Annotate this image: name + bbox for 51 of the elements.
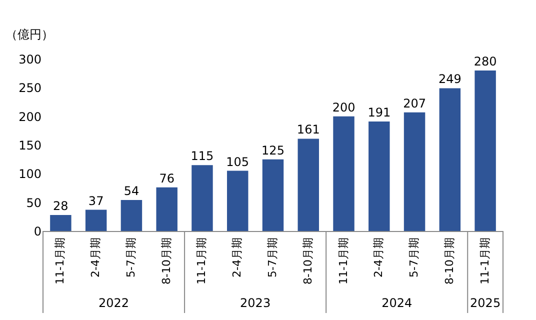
bar (85, 210, 107, 231)
data-label: 37 (88, 194, 104, 208)
data-label: 191 (368, 105, 391, 120)
x-tick-label: 5-7月期 (408, 238, 421, 278)
data-label: 54 (124, 184, 140, 198)
text: 2024 (382, 296, 412, 310)
y-axis-title: （億円） (6, 28, 54, 42)
y-tick-label: 250 (18, 81, 42, 96)
x-tick-label: 11-1月期 (54, 238, 67, 284)
bar (156, 187, 178, 231)
text: 2023 (240, 296, 271, 310)
x-tick-label: 2-4月期 (230, 238, 244, 278)
x-tick-label: 11-1月期 (478, 238, 492, 284)
data-label: 105 (226, 154, 250, 169)
y-tick-label: 150 (18, 138, 42, 152)
bar (50, 214, 72, 231)
y-tick-label: 50 (26, 196, 42, 210)
text: 2022 (98, 296, 130, 310)
data-label: 280 (474, 54, 497, 68)
x-tick-label: 11-1月期 (195, 238, 208, 284)
y-tick-label: 300 (18, 52, 42, 66)
data-label: 125 (262, 143, 284, 158)
x-tick-label: 5-7月期 (266, 238, 279, 278)
bar (333, 116, 354, 231)
data-label: 249 (438, 72, 462, 86)
y-tick-label: 100 (18, 167, 42, 182)
bar (474, 70, 496, 231)
data-label: 161 (296, 122, 320, 137)
data-label: 207 (403, 96, 426, 110)
bar (404, 112, 426, 231)
x-tick-label: 8-10月期 (160, 238, 173, 284)
bar (120, 200, 142, 231)
x-tick-label: 8-10月期 (442, 238, 456, 284)
x-tick-label: 5-7月期 (124, 238, 138, 278)
data-label: 115 (190, 149, 214, 164)
bar (368, 121, 390, 231)
bar (439, 88, 461, 231)
y-tick-label: 200 (18, 110, 42, 124)
x-tick-label: 2-4月期 (89, 238, 102, 278)
data-label: 76 (159, 171, 174, 186)
x-tick-label: 11-1月期 (336, 238, 350, 284)
bar (298, 138, 319, 231)
data-label: 28 (53, 198, 68, 213)
y-tick-label: 0 (34, 224, 42, 238)
text: 2025 (470, 296, 501, 310)
data-label: 200 (332, 100, 356, 114)
x-tick-label: 2-4月期 (372, 238, 386, 278)
bar (192, 165, 213, 231)
x-tick-label: 8-10月期 (301, 238, 314, 284)
bar (262, 159, 284, 231)
bar (227, 170, 248, 231)
